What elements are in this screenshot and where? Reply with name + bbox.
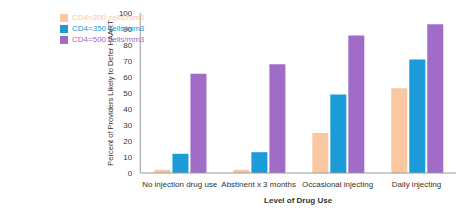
svg-text:Occasional injecting: Occasional injecting — [302, 180, 373, 189]
svg-text:30: 30 — [123, 121, 132, 130]
svg-text:40: 40 — [123, 105, 132, 114]
svg-text:Percent of Providers Likely to: Percent of Providers Likely to Defer HAA… — [106, 20, 115, 166]
svg-text:70: 70 — [123, 57, 132, 66]
svg-text:No injection drug use: No injection drug use — [142, 180, 218, 189]
svg-text:90: 90 — [123, 25, 132, 34]
svg-text:20: 20 — [123, 137, 132, 146]
svg-text:0: 0 — [128, 169, 133, 178]
svg-text:50: 50 — [123, 89, 132, 98]
svg-text:60: 60 — [123, 73, 132, 82]
svg-text:Daily injecting: Daily injecting — [392, 180, 441, 189]
svg-text:Level of Drug Use: Level of Drug Use — [264, 196, 333, 205]
svg-text:10: 10 — [123, 153, 132, 162]
svg-text:Abstinent x 3 months: Abstinent x 3 months — [221, 180, 296, 189]
svg-text:100: 100 — [119, 9, 133, 18]
svg-text:80: 80 — [123, 41, 132, 50]
